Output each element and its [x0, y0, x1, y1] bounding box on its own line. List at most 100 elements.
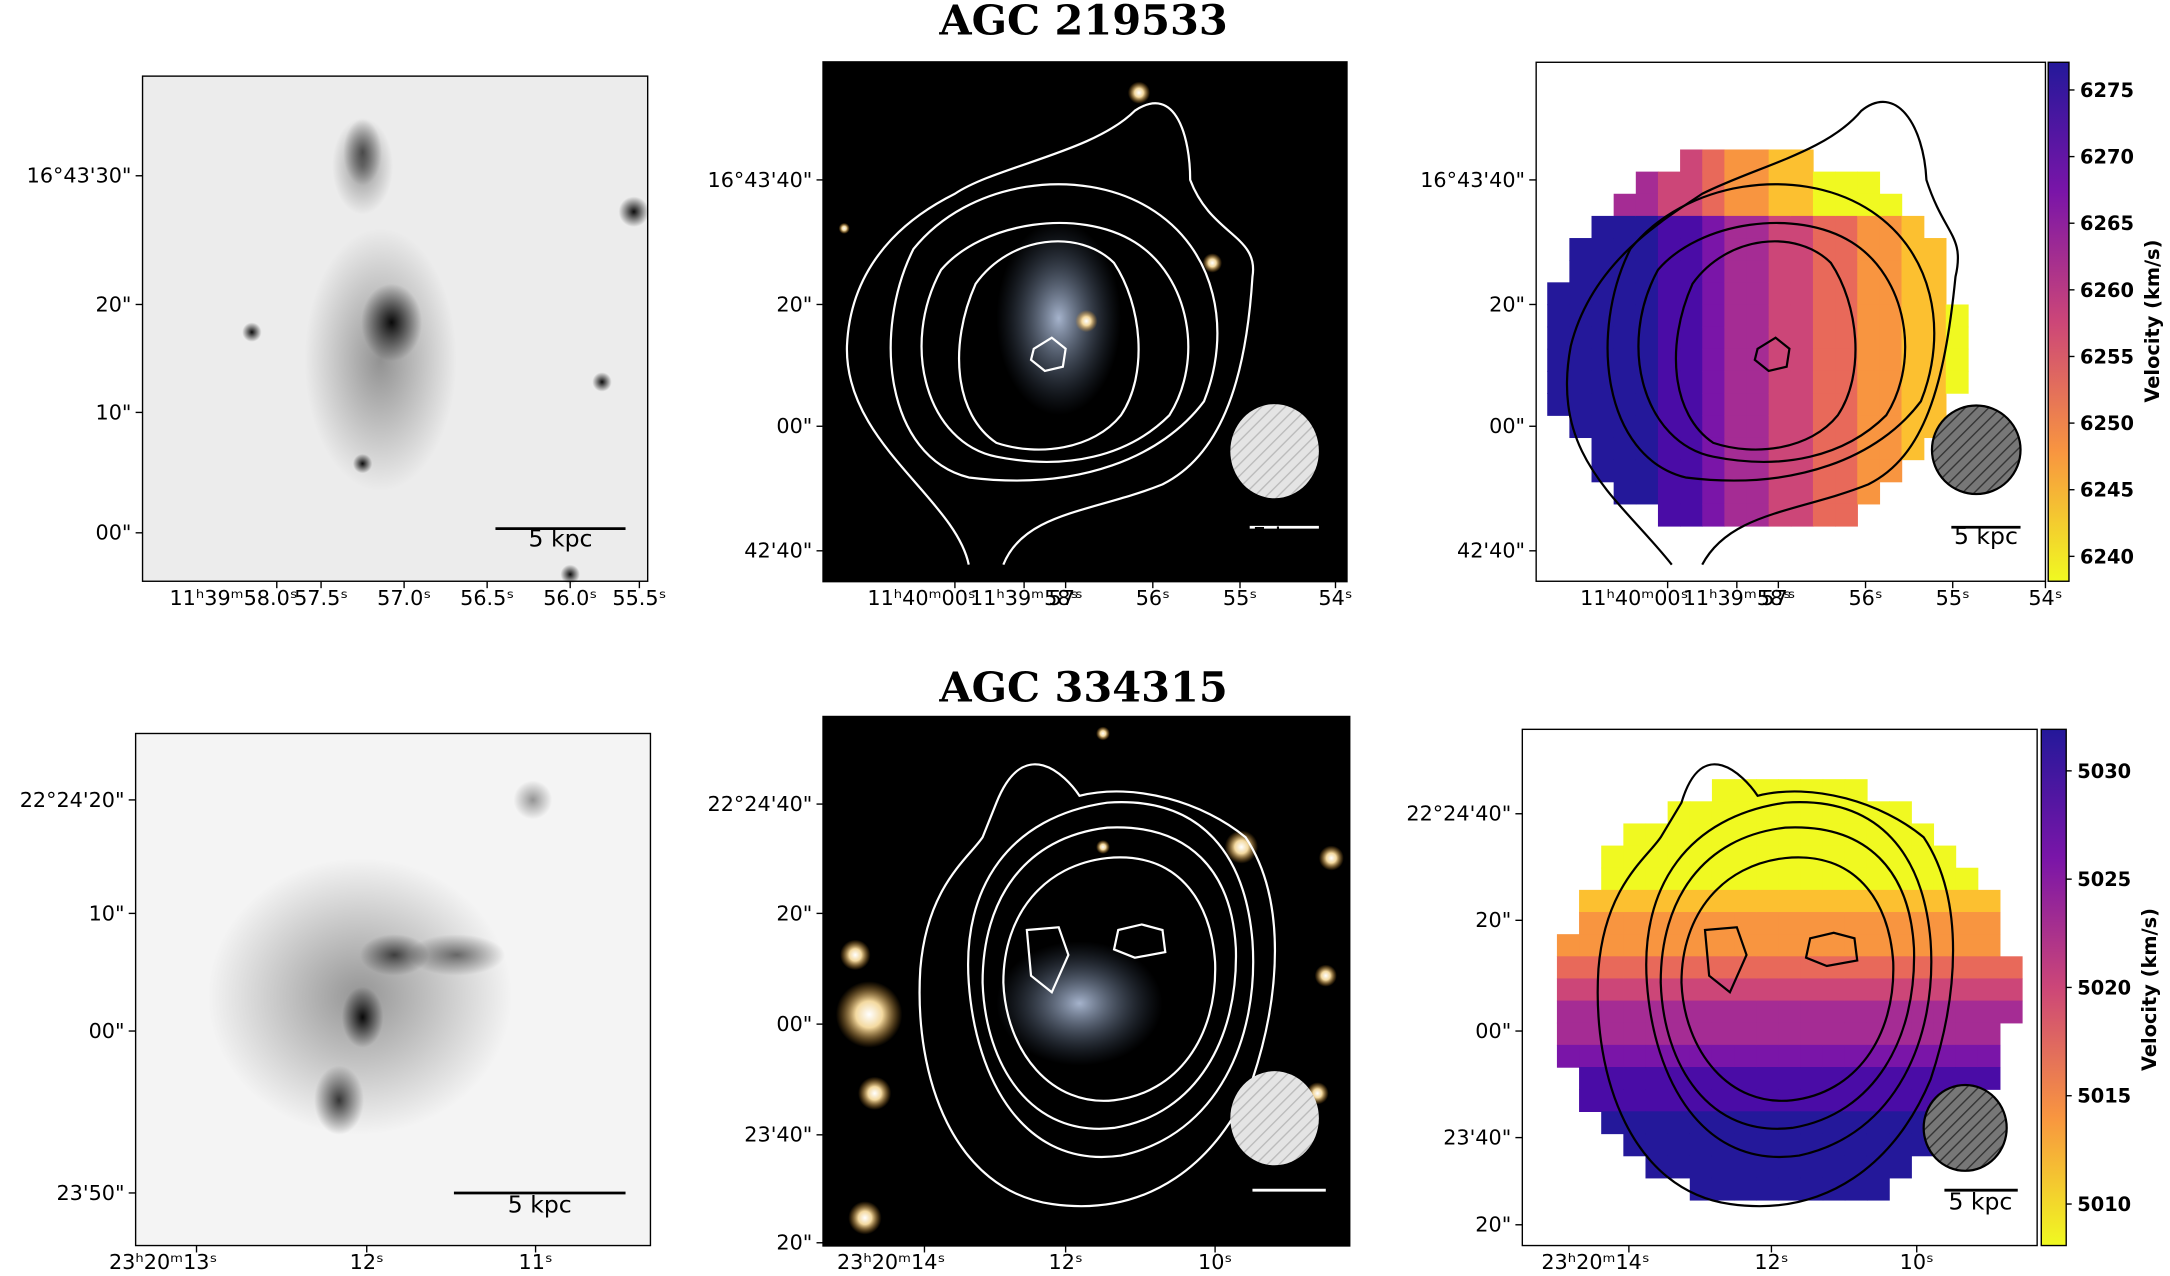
pixel — [1569, 238, 1593, 261]
pixel — [1613, 304, 1637, 328]
pixel — [1680, 149, 1703, 173]
pixel — [1768, 215, 1792, 239]
y-tick-label: 00" — [96, 521, 132, 545]
pixel — [1857, 393, 1881, 416]
pixel — [1911, 1022, 1935, 1046]
x-tick-label: 55.5ˢ — [612, 586, 666, 610]
pixel — [1822, 934, 1846, 957]
pixel — [1724, 149, 1748, 173]
pixel — [1800, 1000, 1824, 1024]
pixel — [1835, 171, 1858, 195]
x-tick-label: 54ˢ — [2028, 586, 2062, 610]
pixel — [1812, 238, 1836, 261]
pixel — [1601, 1000, 1625, 1024]
pixel — [1657, 304, 1681, 328]
pixel — [1734, 845, 1757, 869]
colorbar — [2047, 61, 2070, 582]
pixel — [1999, 978, 2023, 1002]
pixel — [1623, 934, 1647, 957]
pixel — [1635, 370, 1659, 394]
pixel — [1778, 1067, 1802, 1090]
pixel — [1857, 171, 1881, 195]
pixel — [1945, 348, 1969, 372]
pixel — [1734, 1022, 1757, 1046]
pixel — [1911, 956, 1935, 980]
pixel — [1835, 215, 1858, 239]
pixel — [1822, 1000, 1846, 1024]
scalebar-label: 5 kpc — [508, 1190, 572, 1218]
pixel — [1977, 889, 2001, 913]
pixel — [1613, 326, 1637, 350]
pixel — [1667, 801, 1691, 825]
pixel — [1768, 282, 1792, 306]
optical-image — [141, 75, 650, 585]
pixel — [1591, 415, 1615, 439]
pixel — [1724, 193, 1748, 217]
pixel — [1835, 348, 1858, 372]
pixel — [1901, 437, 1925, 461]
colorbar-label: Velocity (km/s) — [2141, 240, 2164, 403]
x-tick-label: 23ʰ20ᵐ13ˢ — [109, 1250, 217, 1274]
colorbar-tick-label: 6270 — [2080, 146, 2134, 169]
pixel — [1879, 326, 1903, 350]
pixel — [1623, 1067, 1647, 1090]
pixel — [1844, 978, 1868, 1002]
pixel — [1778, 1022, 1802, 1046]
pixel — [1812, 393, 1836, 416]
pixel — [1635, 238, 1659, 261]
pixel — [1756, 1000, 1780, 1024]
pixel — [1702, 348, 1726, 372]
pixel — [1724, 260, 1748, 284]
pixel — [1778, 912, 1802, 935]
pixel — [1812, 326, 1836, 350]
pixel — [1547, 370, 1571, 394]
pixel — [1591, 393, 1615, 416]
pixel — [1800, 934, 1824, 957]
pixel — [1635, 260, 1659, 284]
pixel — [1800, 801, 1824, 825]
y-tick-label: 20" — [1475, 1213, 1511, 1237]
pixel — [1645, 1022, 1669, 1046]
y-tick-label: 22°24'40" — [1406, 802, 1511, 826]
pixel — [1822, 1044, 1846, 1068]
pixel — [1556, 1044, 1580, 1068]
scalebar-label: 5 kpc — [529, 525, 593, 553]
pixel — [1734, 1155, 1757, 1179]
scalebar-label: 5 kpc — [1954, 522, 2018, 550]
pixel — [1835, 459, 1858, 483]
color-image — [822, 61, 1348, 583]
pixel — [1579, 956, 1602, 980]
pixel — [1734, 1111, 1757, 1135]
pixel — [1623, 1000, 1647, 1024]
contours — [1596, 763, 2018, 1208]
pixel — [1955, 912, 1979, 935]
pixel — [1835, 326, 1858, 350]
pixel — [1844, 845, 1868, 869]
pixel — [1901, 393, 1925, 416]
y-tick-label: 20" — [776, 901, 812, 925]
pixel — [1613, 437, 1637, 461]
pixel — [1702, 238, 1726, 261]
pixel — [1800, 912, 1824, 935]
pixel — [1901, 215, 1925, 239]
pixel — [1702, 415, 1726, 439]
pixel — [1857, 282, 1881, 306]
x-tick-label: 23ʰ20ᵐ14ˢ — [837, 1250, 945, 1274]
pixel — [1756, 956, 1780, 980]
pixel — [1857, 348, 1881, 372]
pixel — [1724, 459, 1748, 483]
pixel — [1591, 459, 1615, 483]
pixel — [1746, 481, 1770, 505]
y-tick-label: 23'50" — [56, 1181, 124, 1205]
pixel — [1689, 1067, 1713, 1090]
pixel — [1579, 912, 1602, 935]
pixel — [1866, 1000, 1890, 1024]
pixel — [1635, 171, 1659, 195]
pixel — [1955, 1022, 1979, 1046]
y-tick-label: 00" — [776, 414, 812, 438]
pixel — [1778, 1155, 1802, 1179]
pixel — [1711, 1000, 1735, 1024]
y-tick-label: 20" — [776, 1231, 812, 1255]
pixel — [1901, 282, 1925, 306]
